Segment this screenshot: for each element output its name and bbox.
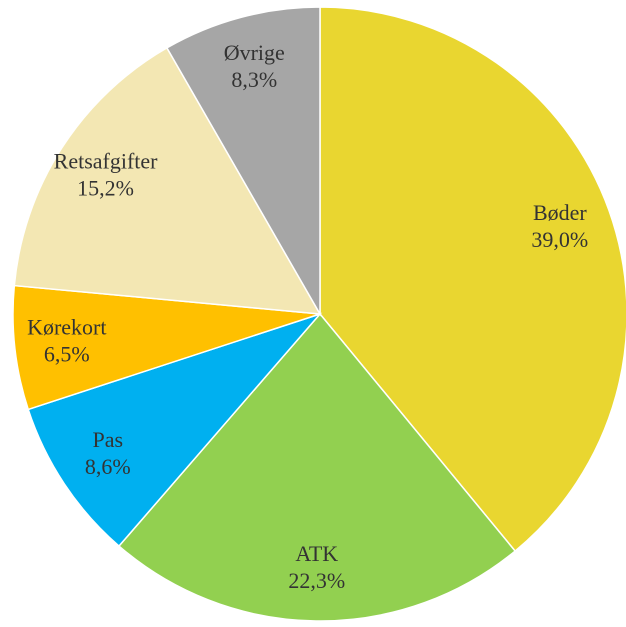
slice-label: ATK — [295, 541, 338, 566]
slice-label: Retsafgifter — [54, 148, 159, 173]
pie-slice — [319, 6, 626, 553]
pie-slice — [13, 46, 322, 315]
slice-label: Pas — [92, 427, 123, 452]
slice-label: Kørekort — [27, 314, 106, 339]
pie-slice — [117, 312, 517, 622]
slice-value-label: 8,6% — [85, 454, 131, 479]
pie-slice — [165, 6, 321, 317]
pie-slice — [27, 312, 323, 548]
slice-label: Bøder — [533, 200, 587, 225]
slice-value-label: 22,3% — [288, 568, 345, 593]
slice-value-label: 8,3% — [231, 67, 277, 92]
slice-label: Øvrige — [224, 40, 285, 65]
pie-slice — [12, 284, 321, 411]
slice-value-label: 39,0% — [531, 227, 588, 252]
slice-value-label: 15,2% — [77, 175, 134, 200]
slice-value-label: 6,5% — [44, 341, 90, 366]
